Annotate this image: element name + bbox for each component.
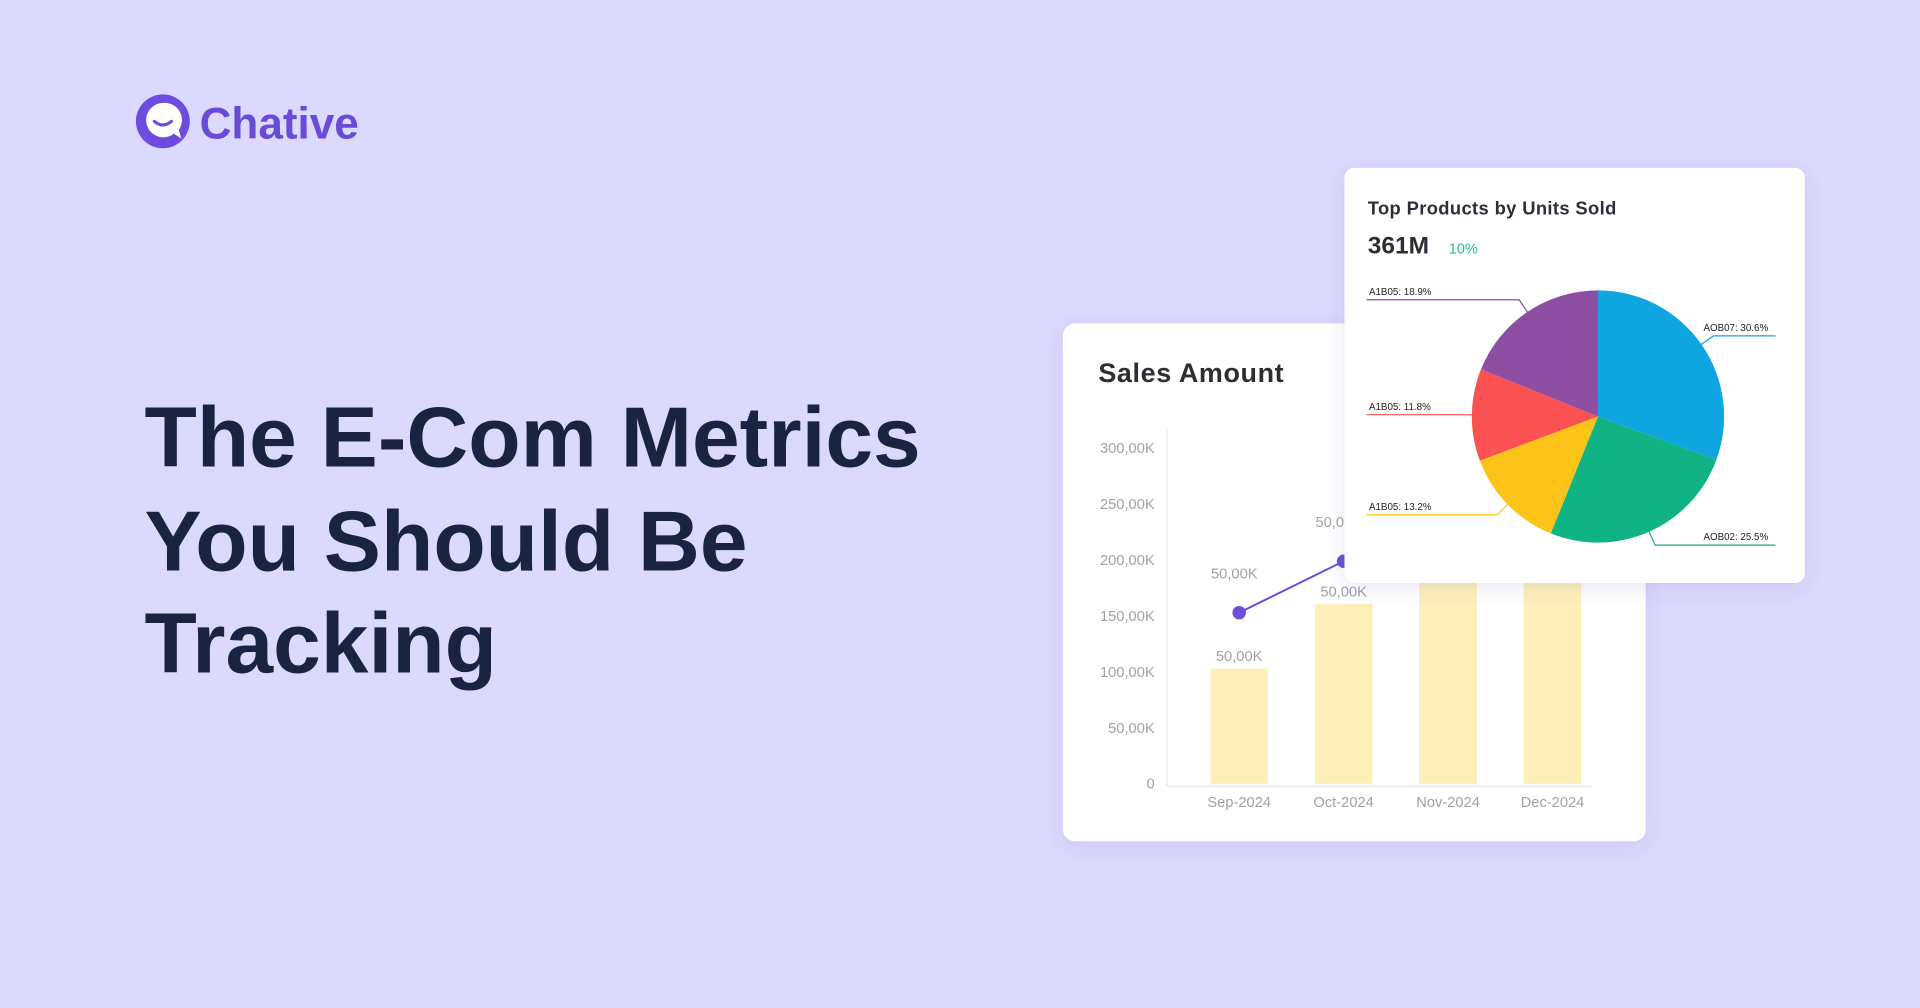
line-point bbox=[1232, 605, 1246, 620]
pie-slice bbox=[1480, 290, 1598, 417]
x-tick-label: Oct-2024 bbox=[1313, 795, 1373, 811]
y-tick-label: 100,00K bbox=[1100, 665, 1155, 681]
y-tick-label: 0 bbox=[1147, 777, 1155, 793]
headline: The E-Com Metrics You Should Be Tracking bbox=[144, 390, 920, 692]
kpi: 361M bbox=[1368, 233, 1429, 260]
headline-line: The E-Com Metrics bbox=[144, 390, 920, 486]
slice-label: AOB07: 30.6% bbox=[1703, 323, 1768, 334]
pie-slice bbox=[1550, 416, 1717, 543]
slice-label: A1B05: 11.8% bbox=[1369, 402, 1431, 413]
leader-line bbox=[1366, 502, 1510, 516]
headline-line: Tracking bbox=[144, 595, 496, 691]
pie-slice bbox=[1597, 290, 1725, 460]
y-tick-label: 150,00K bbox=[1100, 609, 1155, 625]
y-tick-label: 50,00K bbox=[1108, 721, 1155, 737]
logo: Chative bbox=[135, 94, 359, 148]
leader-line bbox=[1647, 529, 1776, 546]
bar-label: 50,00K bbox=[1216, 649, 1263, 665]
x-tick-label: Dec-2024 bbox=[1521, 795, 1585, 811]
logo-bubble bbox=[146, 102, 182, 139]
chart-title: Top Products by Units Sold bbox=[1368, 197, 1617, 218]
bar bbox=[1314, 603, 1373, 784]
headline-line: You Should Be bbox=[144, 494, 747, 590]
logo-text: Chative bbox=[200, 99, 359, 148]
leader-line bbox=[1366, 299, 1530, 315]
leader-line bbox=[1699, 335, 1776, 347]
bar bbox=[1210, 668, 1268, 784]
y-tick-label: 250,00K bbox=[1100, 497, 1155, 513]
change: 10% bbox=[1449, 242, 1478, 258]
slice-label: A1B05: 18.9% bbox=[1369, 287, 1432, 298]
logo-smile bbox=[152, 119, 173, 127]
pie-card: Top Products by Units Sold 361M 10% AOB0… bbox=[1344, 167, 1805, 583]
slice-label: AOB02: 25.5% bbox=[1703, 532, 1768, 543]
x-tick-label: Nov-2024 bbox=[1416, 795, 1480, 811]
y-tick-label: 200,00K bbox=[1100, 553, 1155, 569]
y-tick-label: 300,00K bbox=[1100, 441, 1155, 457]
line bbox=[1238, 560, 1345, 614]
chart-title: Sales Amount bbox=[1098, 358, 1284, 388]
x-tick-label: Sep-2024 bbox=[1207, 795, 1271, 811]
bar-label: 50,00K bbox=[1320, 584, 1367, 600]
slice-label: A1B05: 13.2% bbox=[1369, 502, 1432, 513]
pie-slice bbox=[1479, 416, 1598, 534]
pie-slice bbox=[1471, 369, 1598, 461]
point-label: 50,00K bbox=[1211, 566, 1258, 582]
